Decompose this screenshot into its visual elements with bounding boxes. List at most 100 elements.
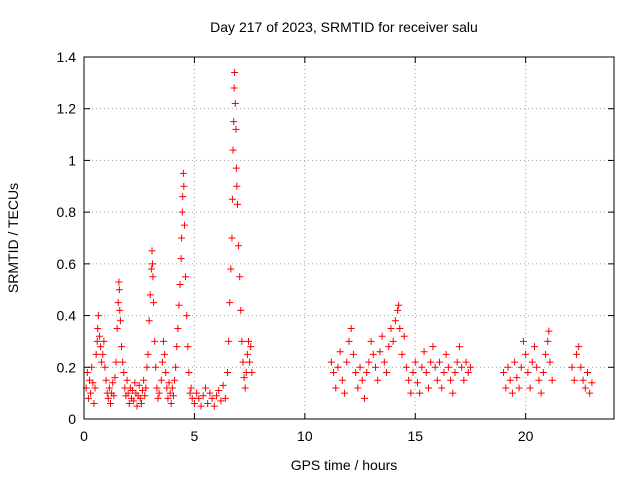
data-point [226,299,234,307]
data-point [508,389,516,397]
data-point [215,387,223,395]
data-point [116,317,124,325]
data-point [140,376,148,384]
data-point [427,358,435,366]
data-point [411,358,419,366]
y-tick-label: 0 [68,411,76,427]
data-point [405,376,413,384]
data-point [118,343,126,351]
data-point [378,332,386,340]
data-point [225,337,233,345]
data-point [402,363,410,371]
data-point [177,255,185,263]
data-point [584,368,591,376]
data-point [150,299,158,307]
data-point [502,384,510,392]
x-tick-label: 10 [297,428,313,444]
data-point [178,208,186,216]
data-point [115,278,123,286]
data-point [206,389,214,397]
data-point [91,384,99,392]
data-point [391,317,399,325]
data-point [440,368,448,376]
data-point [131,379,139,387]
data-point [171,376,179,384]
data-point [104,394,112,402]
data-point [345,337,353,345]
data-point [125,399,133,407]
data-point [425,384,432,392]
data-point [120,368,128,376]
data-point [334,363,342,371]
data-point [94,312,102,320]
data-point [383,368,391,376]
data-point [506,376,514,384]
data-point [176,281,184,289]
data-point [330,368,338,376]
data-point [431,363,439,371]
data-point [143,363,151,371]
y-axis-label: SRMTID / TECUs [5,183,21,293]
data-point [544,337,552,345]
data-point [232,164,240,172]
data-point [409,368,417,376]
data-point [519,337,527,345]
data-point [162,368,170,376]
data-point [98,358,106,366]
x-tick-label: 15 [407,428,423,444]
data-point [539,368,547,376]
data-point [224,368,232,376]
data-point [241,384,249,392]
data-point [101,363,109,371]
data-point [90,399,98,407]
data-point [193,389,201,397]
data-point [429,343,437,351]
tick-layer: 0 0.2 0.4 0.6 0.8 1 1.2 1.4 0 5 10 15 20 [57,49,614,444]
data-point [186,389,194,397]
data-point [114,299,122,307]
data-point [533,363,541,371]
data-point [100,337,108,345]
data-point [436,358,444,366]
data-point [94,325,102,332]
data-point [237,306,245,314]
x-tick-label: 0 [80,428,88,444]
data-point [233,182,241,190]
data-point [462,358,470,366]
data-point [396,325,404,332]
data-point [105,384,113,392]
data-point [169,392,177,400]
data-point [160,337,167,345]
data-point [343,358,351,366]
data-point [347,325,355,332]
data-point [451,368,459,376]
data-point [240,374,248,382]
data-point [515,384,523,392]
data-point [99,350,107,358]
data-point [136,394,144,402]
x-tick-label: 5 [191,428,199,444]
data-point [395,301,403,309]
data-point [575,343,583,351]
data-point [180,221,188,229]
y-tick-label: 0.6 [57,256,77,272]
data-point [577,363,585,371]
data-point [204,399,212,407]
data-point [444,363,452,371]
data-point [152,363,160,371]
data-point [413,379,421,387]
data-point [455,343,463,351]
data-layer [82,69,596,410]
data-point [327,358,335,366]
data-point [542,350,550,358]
data-point [115,286,123,294]
data-point [513,374,521,382]
y-tick-label: 1.4 [57,49,77,65]
data-point [376,348,384,356]
data-point [112,358,120,366]
data-point [187,384,195,392]
data-point [168,384,176,392]
data-point [504,363,512,371]
